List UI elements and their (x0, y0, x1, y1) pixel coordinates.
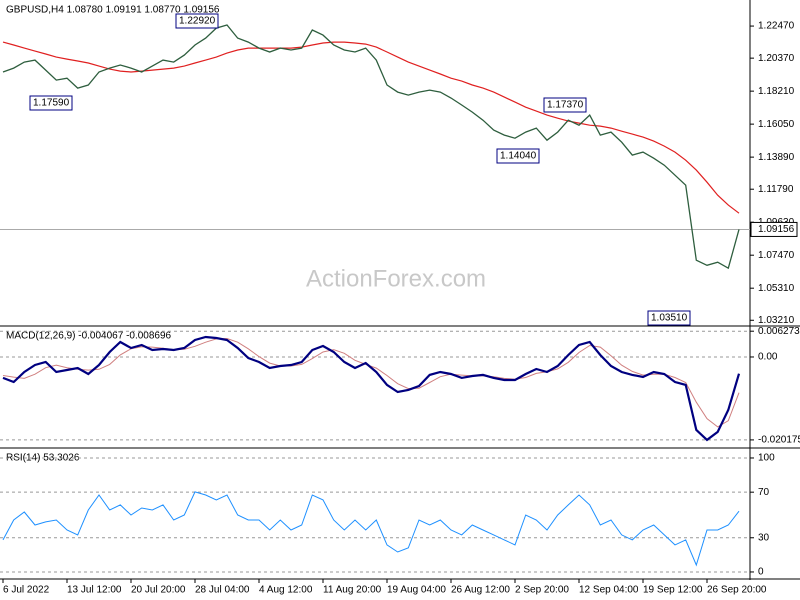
y-tick-label: 100 (758, 453, 775, 464)
annotation-box (29, 95, 73, 111)
series-line (2, 335, 741, 442)
y-tick-label: 1.20370 (758, 53, 795, 64)
y-tick-label: 1.11790 (758, 184, 794, 195)
series-line (2, 24, 740, 270)
y-tick-label: 1.03210 (758, 315, 795, 326)
last-price-label: 1.09156 (758, 224, 795, 235)
x-tick-label: 28 Jul 04:00 (195, 585, 250, 596)
y-tick-label: 0.006273 (758, 326, 800, 337)
x-tick-label: 12 Sep 04:00 (579, 585, 639, 596)
y-tick-label: 70 (758, 487, 770, 498)
y-tick-label: 1.07470 (758, 250, 795, 261)
x-tick-label: 13 Jul 12:00 (67, 585, 122, 596)
x-tick-label: 26 Aug 12:00 (451, 585, 510, 596)
series-line (2, 491, 740, 567)
x-tick-label: 2 Sep 20:00 (515, 585, 569, 596)
x-tick-label: 11 Aug 20:00 (323, 585, 382, 596)
y-tick-label: 30 (758, 532, 770, 543)
annotation: 1.03510 (651, 313, 688, 324)
x-tick-label: 19 Aug 04:00 (387, 585, 446, 596)
annotation: 1.17370 (547, 100, 584, 111)
y-tick-label: 1.22470 (758, 21, 795, 32)
y-tick-label: -0.020175 (758, 435, 800, 446)
series-line (2, 41, 740, 214)
x-tick-label: 26 Sep 20:00 (707, 585, 767, 596)
annotation: 1.17590 (33, 98, 70, 109)
x-tick-label: 6 Jul 2022 (3, 585, 50, 596)
annotation: 1.14040 (500, 151, 537, 162)
y-tick-label: 0.00 (758, 352, 778, 363)
annotation-box (647, 310, 691, 326)
macd-header: MACD(12,26,9) -0.004067 -0.008696 (6, 331, 172, 342)
last-price-box (750, 221, 798, 237)
annotation-box (496, 148, 540, 164)
watermark: ActionForex.com (306, 265, 486, 292)
price-header: GBPUSD,H4 1.08780 1.09191 1.08770 1.0915… (6, 5, 220, 16)
annotation-box (543, 97, 587, 113)
y-tick-label: 1.16050 (758, 119, 795, 130)
x-tick-label: 4 Aug 12:00 (259, 585, 313, 596)
y-tick-label: 0 (758, 567, 764, 578)
y-tick-label: 1.18210 (758, 86, 795, 97)
y-tick-label: 1.13890 (758, 152, 795, 163)
x-tick-label: 19 Sep 12:00 (643, 585, 703, 596)
x-tick-label: 20 Jul 20:00 (131, 585, 186, 596)
annotation: 1.22920 (179, 16, 216, 27)
annotation-box (175, 13, 219, 29)
y-tick-label: 1.05310 (758, 283, 795, 294)
